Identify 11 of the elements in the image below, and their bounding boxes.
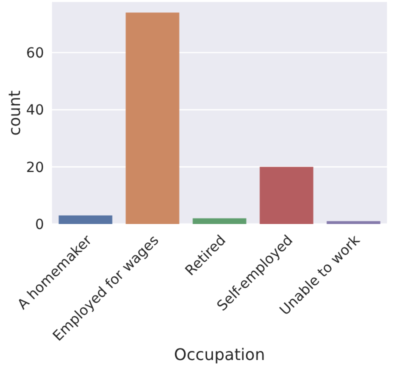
y-tick-label: 60 (26, 45, 44, 62)
y-tick-label: 40 (26, 102, 44, 119)
y-axis-title: count (5, 90, 24, 136)
y-tick-label: 20 (26, 160, 44, 176)
bar (326, 221, 380, 224)
bar (192, 218, 246, 224)
y-tick-label: 0 (35, 216, 44, 233)
bar (126, 12, 180, 224)
bar (260, 166, 314, 224)
bar (58, 215, 112, 224)
x-axis-title: Occupation (174, 345, 265, 364)
